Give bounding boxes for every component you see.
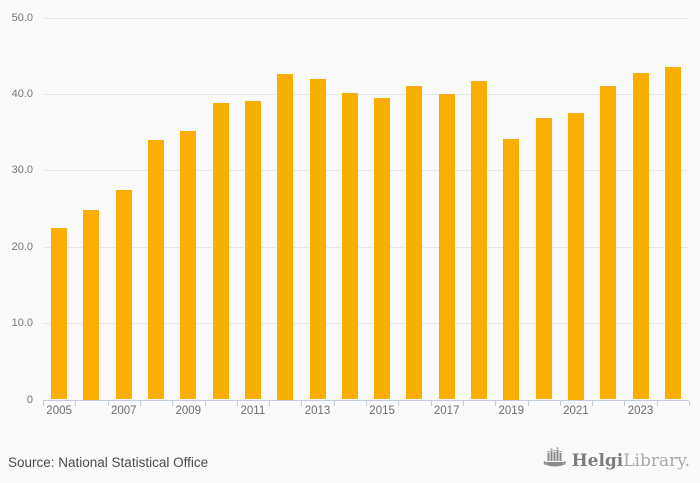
helgi-ship-bar-chart-icon [543, 447, 567, 474]
x-axis-tick [430, 400, 432, 406]
x-axis-tick [139, 400, 141, 406]
x-axis-tick [75, 400, 77, 406]
x-axis-tick [624, 400, 626, 406]
x-axis-tick [559, 400, 561, 406]
x-axis-tick [107, 400, 109, 406]
bar-2020[interactable] [535, 117, 552, 400]
bar-2005[interactable] [51, 227, 68, 400]
x-axis-tick [527, 400, 529, 406]
y-axis-label: 0 [26, 393, 33, 406]
bar-2014[interactable] [341, 93, 358, 400]
bar-2016[interactable] [406, 86, 423, 400]
x-axis-label: 2013 [304, 405, 331, 417]
gridline [43, 170, 689, 172]
x-axis-tick [43, 400, 44, 406]
bar-2006[interactable] [83, 210, 100, 400]
x-axis-tick [366, 400, 367, 406]
x-axis-label: 2017 [433, 405, 460, 417]
x-axis-label: 2007 [111, 405, 137, 417]
gridline [43, 246, 689, 248]
logo-text-helgi: Helgi [571, 450, 624, 471]
bar-2024[interactable] [664, 67, 681, 400]
bar-2019[interactable] [503, 139, 520, 400]
x-axis-label: 2005 [46, 405, 72, 417]
gridline [43, 17, 689, 19]
x-axis-tick [236, 400, 238, 406]
y-axis-label: 40.0 [11, 87, 33, 100]
bar-2021[interactable] [567, 113, 584, 400]
x-axis-tick [172, 400, 174, 406]
gridline [43, 323, 689, 325]
helgi-library-logo[interactable]: HelgiLibrary. [543, 447, 690, 474]
x-axis-label: 2021 [563, 405, 589, 417]
x-axis-label: 2015 [369, 405, 395, 417]
x-axis-line [43, 399, 689, 401]
x-axis-tick [301, 400, 303, 406]
x-axis-tick [656, 400, 658, 406]
bar-2008[interactable] [148, 139, 164, 400]
x-axis-tick [398, 400, 400, 406]
y-axis-label: 20.0 [11, 240, 33, 253]
bar-2017[interactable] [438, 93, 455, 400]
bar-2009[interactable] [180, 130, 197, 400]
x-axis-tick [462, 400, 464, 406]
bar-2013[interactable] [309, 79, 326, 400]
x-axis-label: 2011 [240, 405, 266, 417]
bar-2010[interactable] [212, 103, 229, 400]
x-axis-tick [495, 400, 497, 406]
x-axis-label: 2023 [627, 405, 654, 417]
x-axis-label: 2009 [175, 405, 202, 417]
logo-text-library: Library. [623, 450, 690, 471]
y-axis-label: 10.0 [11, 317, 33, 330]
x-axis-tick [269, 400, 271, 406]
logo-wordmark: HelgiLibrary. [572, 451, 690, 471]
x-axis-tick [333, 400, 335, 406]
footer: Source: National Statistical Office [0, 443, 700, 483]
bar-2012[interactable] [277, 74, 294, 400]
x-axis-tick [204, 400, 206, 406]
bar-2023[interactable] [632, 73, 649, 400]
y-axis-label: 30.0 [11, 164, 33, 177]
bar-2007[interactable] [115, 190, 132, 400]
x-axis-tick [689, 400, 690, 406]
gridline [43, 93, 689, 95]
source-text: Source: National Statistical Office [8, 455, 209, 470]
bar-2022[interactable] [600, 86, 617, 400]
bar-2011[interactable] [244, 100, 261, 400]
x-axis-label: 2019 [498, 405, 525, 417]
bar-2018[interactable] [471, 80, 487, 400]
y-axis-label: 50.0 [11, 11, 33, 24]
bar-2015[interactable] [374, 97, 391, 400]
x-axis-tick [592, 400, 594, 406]
